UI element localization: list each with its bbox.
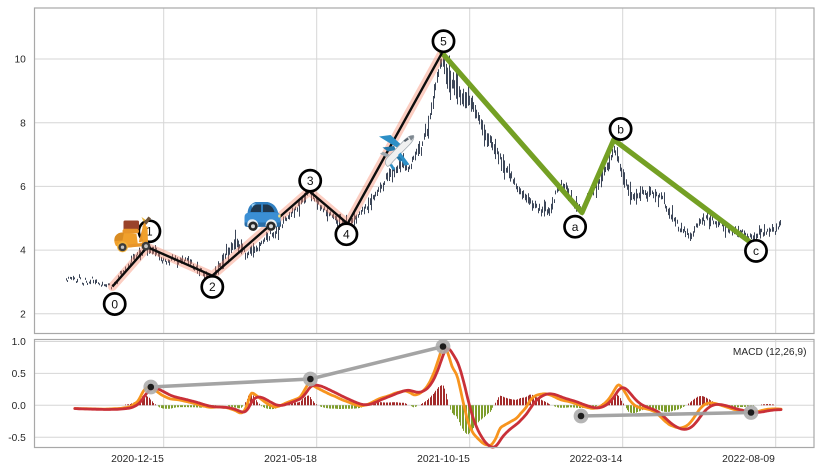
svg-text:1: 1: [146, 225, 153, 239]
svg-text:4: 4: [20, 246, 26, 257]
svg-text:2022-03-14: 2022-03-14: [570, 454, 623, 465]
svg-text:1.0: 1.0: [12, 337, 26, 348]
svg-text:-0.5: -0.5: [8, 433, 26, 444]
svg-text:2021-10-15: 2021-10-15: [417, 454, 470, 465]
svg-text:6: 6: [20, 182, 26, 193]
svg-text:0: 0: [111, 297, 118, 311]
svg-text:2: 2: [209, 280, 216, 294]
svg-text:a: a: [572, 220, 579, 234]
svg-text:2022-08-09: 2022-08-09: [722, 454, 775, 465]
svg-text:0.0: 0.0: [12, 401, 26, 412]
svg-text:2021-05-18: 2021-05-18: [264, 454, 317, 465]
svg-text:2020-12-15: 2020-12-15: [111, 454, 164, 465]
svg-text:MACD (12,26,9): MACD (12,26,9): [733, 347, 807, 358]
svg-text:c: c: [753, 244, 759, 258]
svg-text:0.5: 0.5: [12, 369, 26, 380]
svg-text:2: 2: [20, 309, 26, 320]
svg-text:4: 4: [343, 228, 350, 242]
svg-text:3: 3: [307, 174, 314, 188]
svg-text:10: 10: [14, 55, 26, 66]
svg-text:5: 5: [440, 35, 447, 49]
svg-text:8: 8: [20, 118, 26, 129]
svg-text:b: b: [617, 122, 624, 136]
